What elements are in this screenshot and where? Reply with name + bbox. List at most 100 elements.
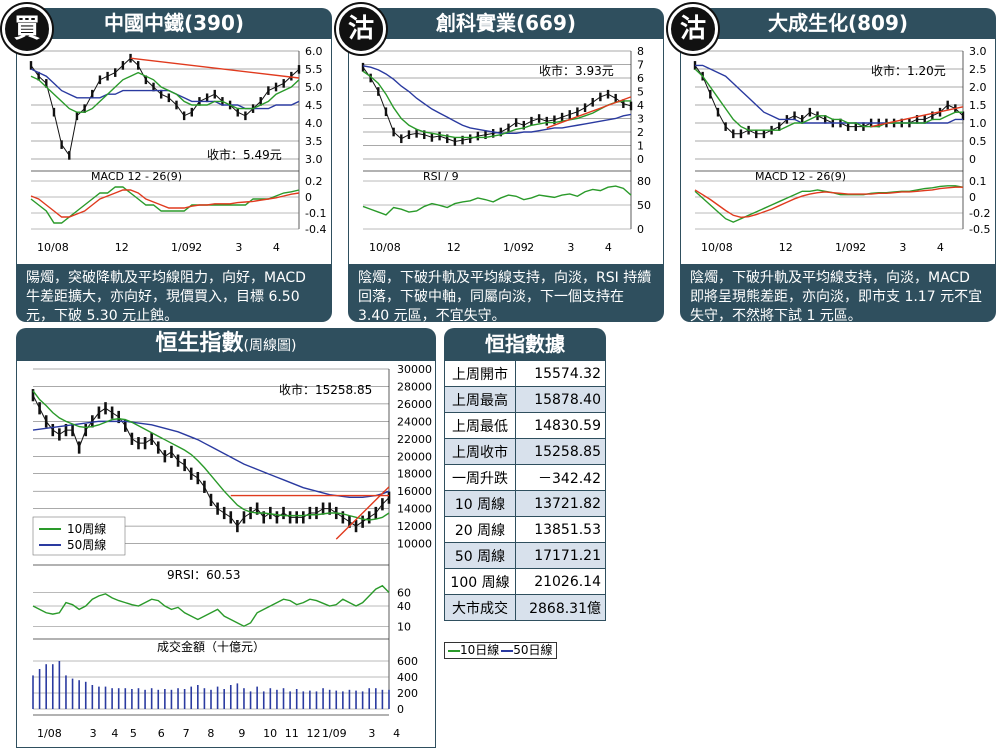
y-tick-label: 24000	[397, 415, 432, 428]
ma10-line	[694, 68, 963, 131]
x-tick-label: 6	[158, 727, 165, 740]
close-price-label: 收市：3.93元	[539, 63, 614, 78]
indicator-tick-label: -0.2	[969, 207, 990, 220]
hsi-data-table: 恒指數據 上周開市 15574.32 上周最高 15878.40 上周最低 14830.5…	[444, 328, 606, 621]
row-value: 15574.32	[515, 360, 606, 387]
trend-line	[335, 486, 390, 540]
row-label: 20 周線	[444, 516, 516, 543]
hsi-subtitle: (周線圖)	[243, 338, 297, 354]
x-tick-label: 7	[183, 727, 190, 740]
stock-title-text: 大成生化(809)	[767, 11, 909, 35]
indicator-tick-label: -0.5	[969, 223, 990, 236]
y-tick-label: 30000	[397, 363, 432, 376]
x-tick-label: 4	[111, 727, 118, 740]
table-row: 上周最低 14830.59	[444, 412, 606, 439]
y-tick-label: 1.0	[969, 117, 987, 130]
trend-line	[130, 57, 300, 79]
table-row: 上周收市 15258.85	[444, 438, 606, 465]
table-row: 20 周線 13851.53	[444, 516, 606, 543]
volume-tick-label: 200	[397, 687, 418, 700]
y-tick-label: 5	[637, 86, 644, 99]
row-value: 2868.31億	[515, 594, 606, 621]
table-title: 恒指數據	[444, 328, 606, 360]
x-tick-label: 1/09	[835, 241, 860, 254]
table-row: 100 周線 21026.14	[444, 568, 606, 595]
row-label: 一周升跌	[444, 464, 516, 491]
legend-ma50-swatch	[501, 649, 514, 652]
volume-label: 成交金額（十億元）	[157, 639, 265, 654]
row-label: 上周收市	[444, 438, 516, 465]
hsi-card: 恒生指數(周線圖) 30000 28000 26000 24000 22000 20000…	[16, 328, 436, 748]
row-label: 上周最高	[444, 386, 516, 413]
x-tick-label: 1/09	[322, 727, 347, 740]
indicator-tick-label: 0.2	[305, 175, 323, 188]
row-label: 大市成交	[444, 594, 516, 621]
x-tick-label: 2	[195, 241, 202, 254]
stock-title-text: 創科實業(669)	[435, 11, 577, 35]
x-tick-label: 3	[235, 241, 242, 254]
indicator-tick-label: 0	[637, 223, 644, 236]
price-line	[362, 66, 632, 142]
row-value: 17171.21	[515, 542, 606, 569]
row-value: －342.42	[515, 464, 606, 491]
rsi-tick-label: 40	[397, 600, 411, 613]
volume-tick-label: 0	[397, 703, 404, 716]
stock-title: 大成生化(809)	[680, 8, 996, 38]
trend-line	[870, 106, 964, 128]
stock-title-text: 中國中鐵(390)	[103, 11, 245, 35]
rsi-line	[32, 584, 390, 628]
stock-card-809: 大成生化(809) 3.0 2.5 2.0 1.5 1.0 0.5 0 收市：1.20元 MAC…	[680, 8, 996, 324]
indicator-line-main	[30, 186, 300, 224]
legend-ma10-swatch	[448, 649, 460, 652]
ma50-line	[362, 65, 632, 135]
stock-chart-809: 3.0 2.5 2.0 1.5 1.0 0.5 0 收市：1.20元 MACD 12 - 26(…	[693, 45, 990, 254]
y-tick-label: 28000	[397, 380, 432, 393]
x-tick-label: 12	[779, 241, 793, 254]
x-tick-label: 5	[130, 727, 137, 740]
indicator-tick-label: 0.1	[969, 175, 987, 188]
y-tick-label: 7	[637, 59, 644, 72]
x-tick-label: 1/09	[171, 241, 196, 254]
indicator-label: RSI / 9	[423, 170, 459, 183]
hsi-chart-box: 30000 28000 26000 24000 22000 20000 18000 16000…	[16, 360, 436, 748]
row-value: 21026.14	[515, 568, 606, 595]
stock-title: 中國中鐵(390)	[16, 8, 332, 38]
ma-legend: 10日線 50日線	[444, 642, 557, 659]
row-label: 50 周線	[444, 542, 516, 569]
ma10-line	[32, 390, 390, 521]
table-row: 50 周線 17171.21	[444, 542, 606, 569]
table-body: 上周開市 15574.32 上周最高 15878.40 上周最低 14830.59 上周收市…	[444, 360, 606, 621]
y-tick-label: 1.5	[969, 99, 987, 112]
table-row: 10 周線 13721.82	[444, 490, 606, 517]
y-tick-label: 4.5	[305, 99, 323, 112]
legend-ma50-label: 50周線	[67, 537, 106, 552]
x-tick-label: 9	[238, 727, 245, 740]
row-label: 10 周線	[444, 490, 516, 517]
row-value: 15878.40	[515, 386, 606, 413]
y-tick-label: 6.0	[305, 45, 323, 58]
x-tick-label: 3	[567, 241, 574, 254]
ma10-line	[30, 71, 300, 113]
table-row: 一周升跌 －342.42	[444, 464, 606, 491]
y-tick-label: 2.5	[969, 63, 987, 76]
indicator-label: MACD 12 - 26(9)	[91, 170, 182, 183]
x-tick-label: 3	[899, 241, 906, 254]
x-tick-label: 1/08	[37, 727, 62, 740]
x-tick-label: 12	[447, 241, 461, 254]
indicator-tick-label: -0.4	[305, 223, 326, 236]
row-value: 14830.59	[515, 412, 606, 439]
y-tick-label: 4.0	[305, 117, 323, 130]
table-row: 大市成交 2868.31億	[444, 594, 606, 621]
y-tick-label: 20000	[397, 450, 432, 463]
y-tick-label: 5.5	[305, 63, 323, 76]
price-line	[32, 394, 390, 527]
stock-card-669: 創科實業(669) 8 7 6 5 4 3 2 1 0 收市：3.93元 RSI / 9 80 50 0 1…	[348, 8, 664, 324]
sell-badge: 沽	[668, 4, 718, 54]
x-tick-label: 10/08	[37, 241, 69, 254]
x-tick-label: 1/09	[503, 241, 528, 254]
table-row: 上周開市 15574.32	[444, 360, 606, 387]
x-tick-label: 4	[393, 727, 400, 740]
indicator-line-main	[362, 185, 632, 216]
y-tick-label: 10000	[397, 538, 432, 551]
